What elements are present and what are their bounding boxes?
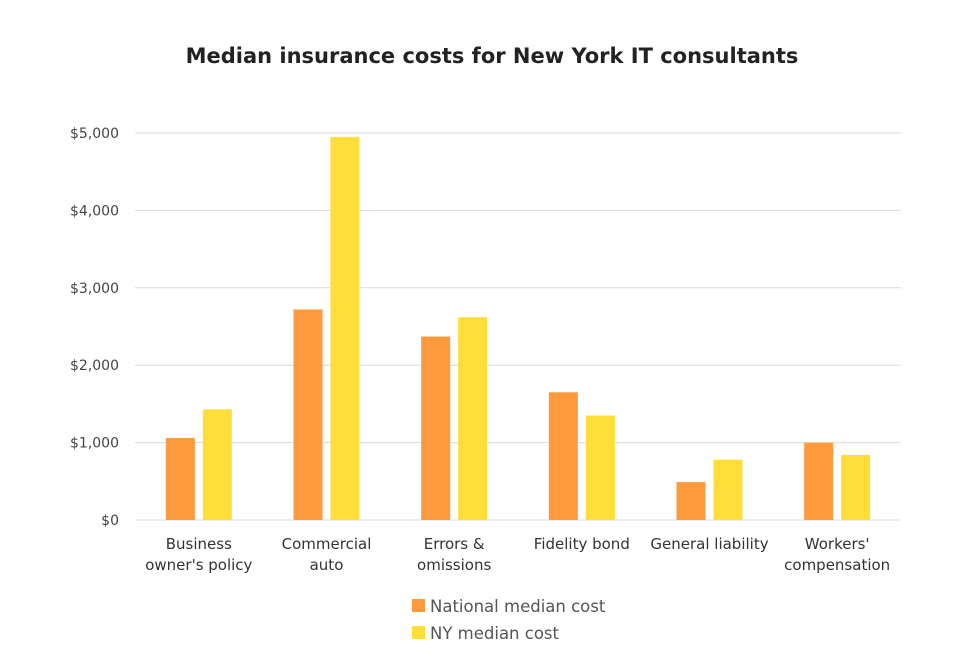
y-tick-label: $1,000 — [70, 436, 119, 452]
category-label: Business owner's policy — [145, 535, 252, 574]
bar-national-5 — [804, 442, 834, 520]
y-tick-label: $5,000 — [70, 126, 119, 142]
y-tick-label: $2,000 — [70, 358, 119, 374]
bar-national-0 — [165, 437, 195, 520]
bar-national-1 — [293, 309, 323, 520]
y-tick-label: $3,000 — [70, 281, 119, 297]
bar-ny-1 — [330, 136, 360, 520]
bar-ny-2 — [458, 317, 488, 520]
legend-swatch — [412, 626, 425, 639]
legend-label: National median cost — [430, 597, 606, 616]
y-tick-label: $4,000 — [70, 203, 119, 219]
y-tick-label: $0 — [101, 513, 119, 529]
legend-label: NY median cost — [430, 624, 560, 643]
y-axis-tick-labels: $0 $1,000 $2,000 $3,000 $4,000 $5,000 — [70, 126, 119, 529]
bar-national-3 — [548, 392, 578, 520]
bar-ny-5 — [841, 454, 871, 520]
category-label: Workers' compensation — [784, 535, 890, 574]
category-label: Errors & omissions — [417, 535, 491, 574]
chart-title: Median insurance costs for New York IT c… — [186, 44, 799, 68]
bar-ny-4 — [713, 459, 743, 520]
bar-ny-3 — [585, 415, 615, 520]
legend: National median cost NY median cost — [412, 597, 606, 643]
bars — [165, 136, 871, 520]
category-label: Fidelity bond — [534, 535, 630, 553]
x-axis-category-labels: Business owner's policy Commercial auto Erro… — [145, 535, 890, 574]
bar-national-2 — [421, 336, 451, 520]
gridlines — [135, 132, 901, 521]
legend-swatch — [412, 599, 425, 612]
category-label: Commercial auto — [282, 535, 372, 574]
bar-national-4 — [676, 482, 706, 520]
category-label: General liability — [650, 535, 768, 553]
bar-ny-0 — [202, 409, 232, 520]
